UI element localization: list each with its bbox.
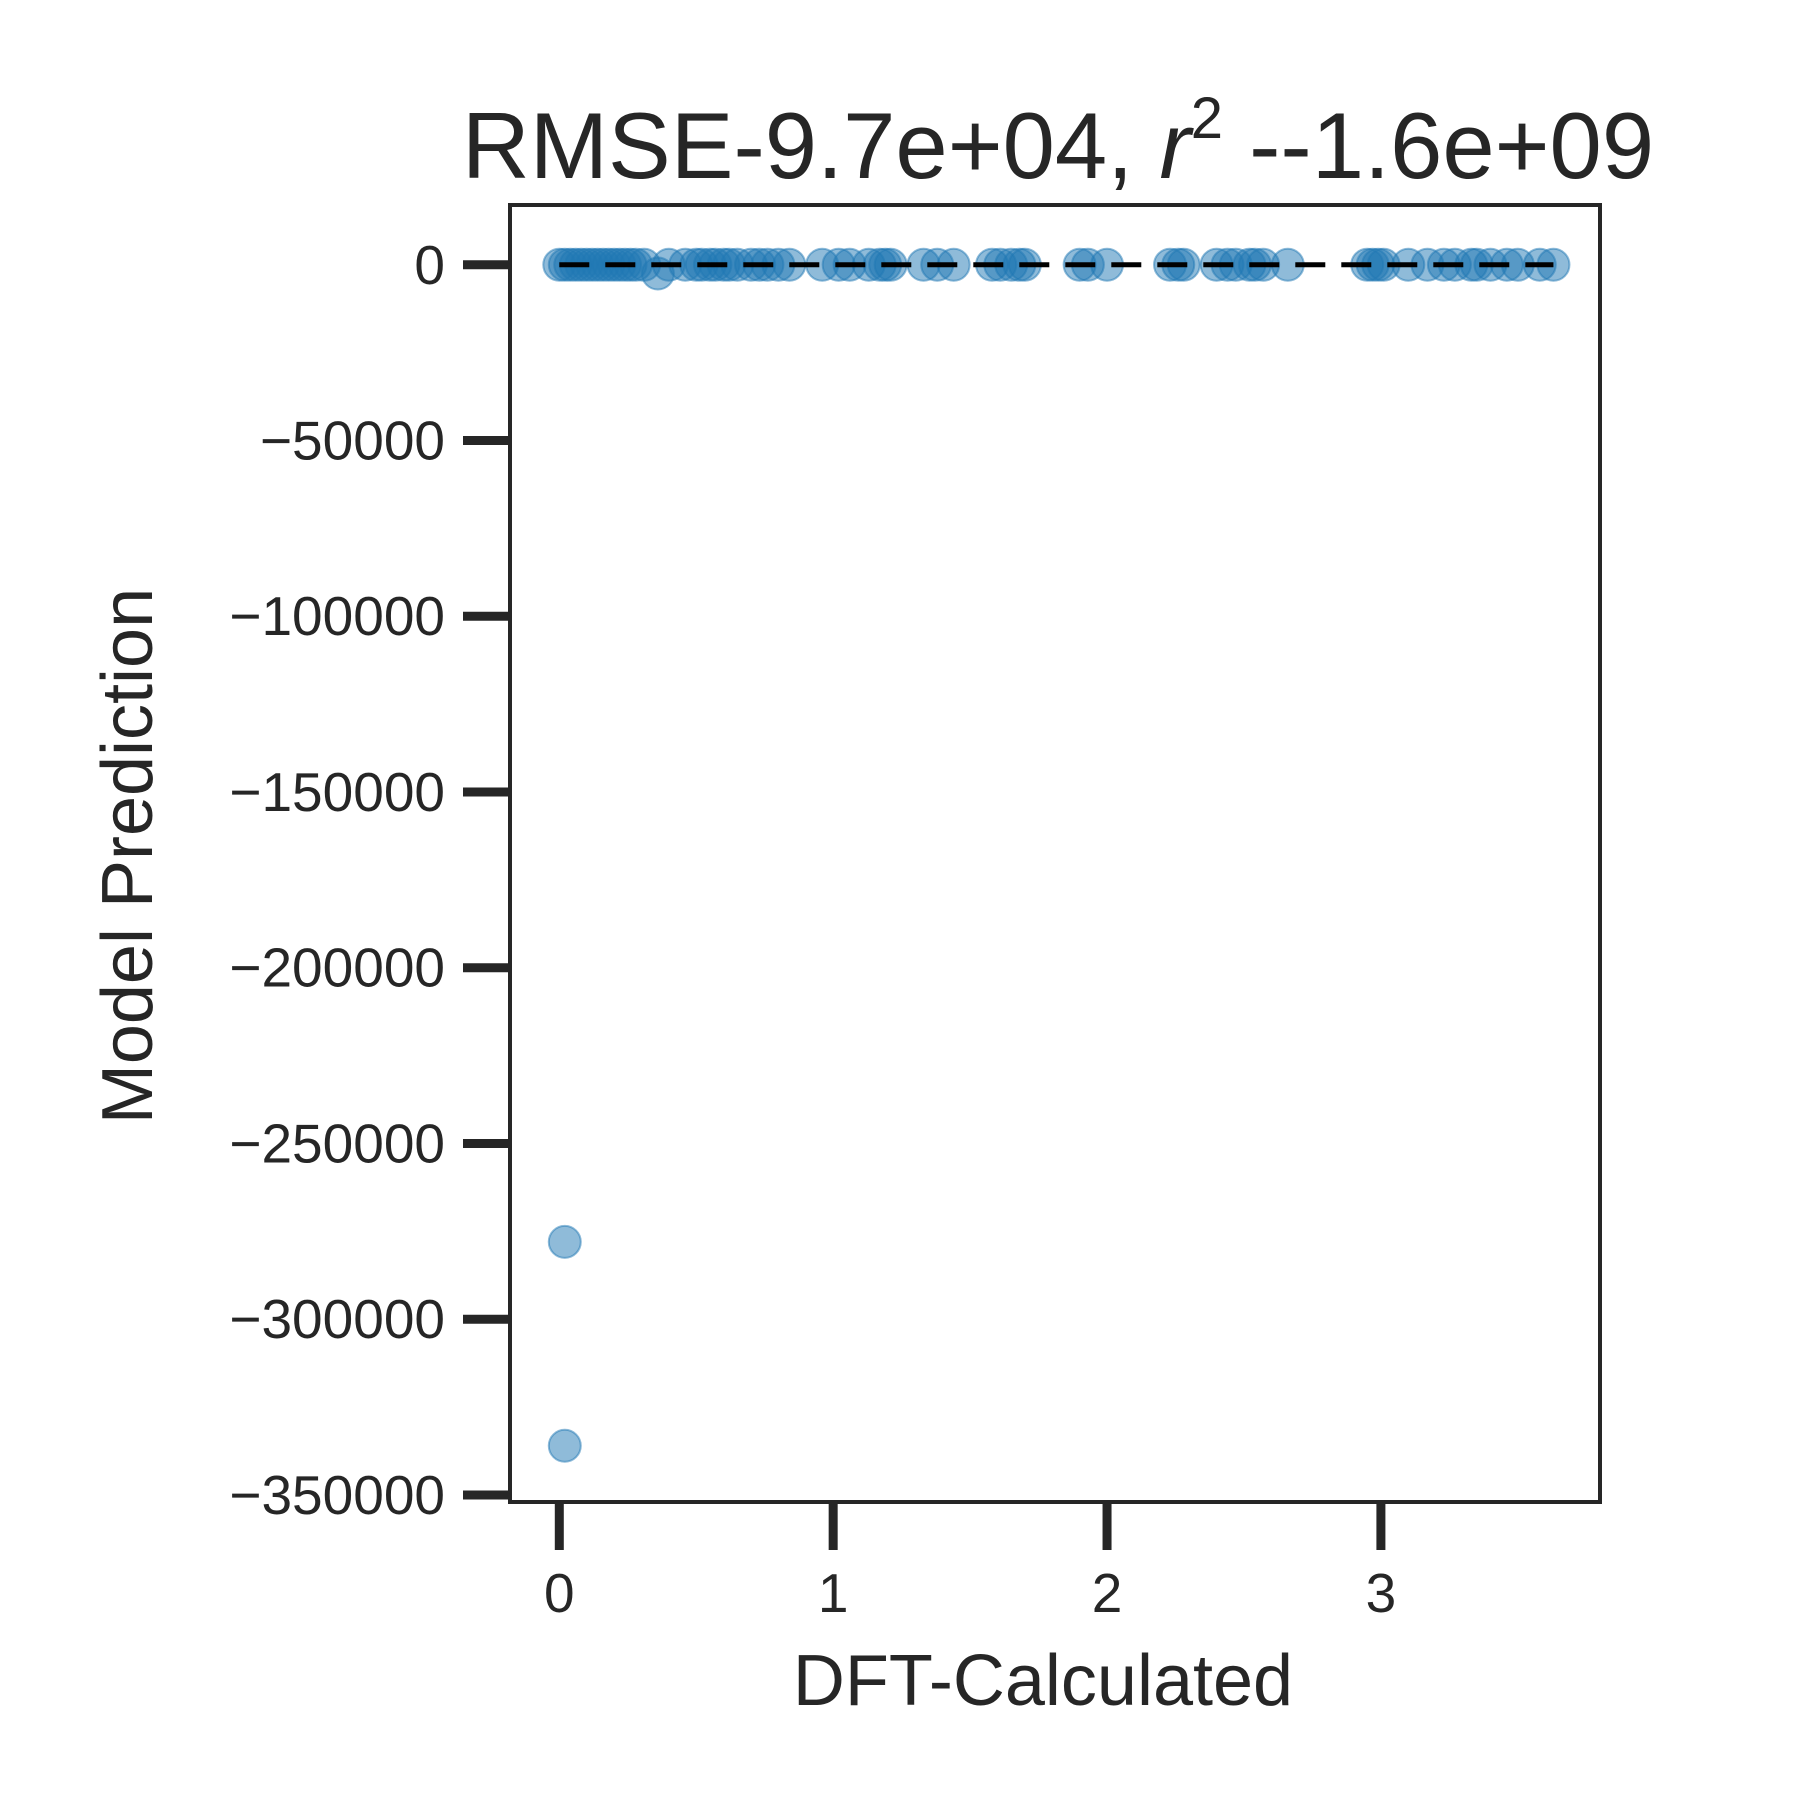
x-axis: 0 1 2 3 bbox=[544, 1502, 1396, 1624]
y-axis-label: Model Prediction bbox=[88, 588, 168, 1124]
title-prefix: RMSE-9.7e+04, bbox=[462, 93, 1160, 198]
y-tick-label: −200000 bbox=[229, 937, 445, 999]
x-tick-label: 2 bbox=[1092, 1562, 1123, 1624]
points-layer bbox=[542, 247, 1571, 1463]
x-axis-label: DFT-Calculated bbox=[793, 1641, 1293, 1721]
chart-title: RMSE-9.7e+04, r2 --1.6e+09 bbox=[462, 86, 1654, 198]
title-r-exponent: 2 bbox=[1191, 86, 1223, 151]
y-tick-label: 0 bbox=[414, 234, 445, 296]
y-tick-label: −250000 bbox=[229, 1112, 445, 1174]
data-point bbox=[547, 1224, 582, 1259]
y-tick-label: −300000 bbox=[229, 1288, 445, 1350]
y-tick-label: −100000 bbox=[229, 585, 445, 647]
x-tick-label: 1 bbox=[818, 1562, 849, 1624]
y-tick-label: −150000 bbox=[229, 761, 445, 823]
y-axis: 0 −50000 −100000 −150000 −200000 −250000 −3000… bbox=[229, 234, 510, 1526]
y-tick-label: −50000 bbox=[260, 409, 445, 471]
x-tick-label: 0 bbox=[544, 1562, 575, 1624]
y-tick-label: −350000 bbox=[229, 1464, 445, 1526]
title-r-symbol: r bbox=[1159, 93, 1194, 198]
title-suffix: --1.6e+09 bbox=[1223, 93, 1654, 198]
plot-frame bbox=[508, 203, 1602, 1504]
x-tick-label: 3 bbox=[1366, 1562, 1397, 1624]
data-point bbox=[547, 1428, 582, 1463]
